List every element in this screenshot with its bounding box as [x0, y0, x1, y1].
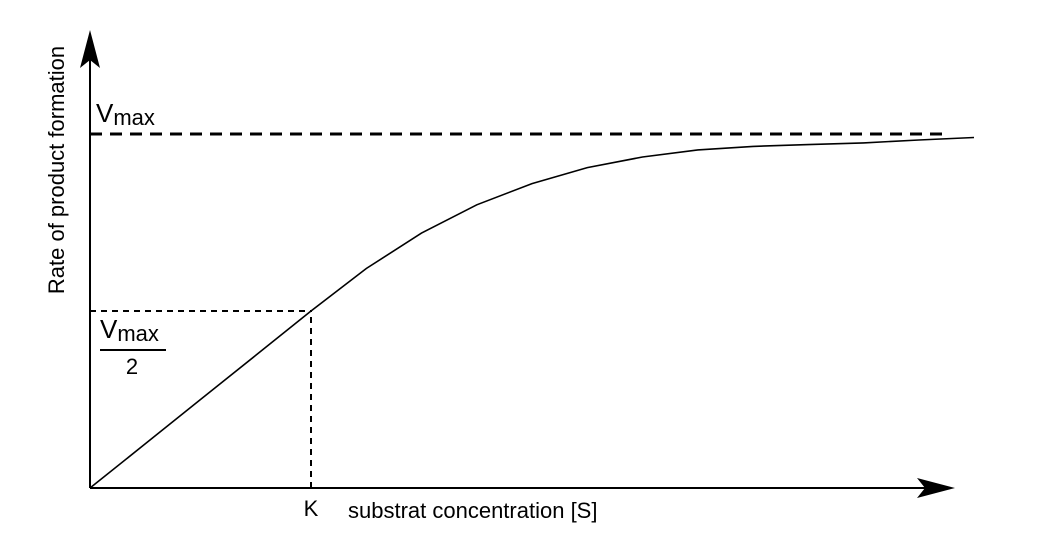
vmax-label: Vmax [96, 98, 155, 130]
y-axis-label: Rate of product formation [44, 46, 69, 294]
k-tick-label: K [304, 496, 319, 521]
half-vmax-denominator: 2 [126, 354, 138, 379]
rate-curve [90, 138, 974, 489]
x-axis-label: substrat concentration [S] [348, 498, 597, 523]
half-vmax-numerator: Vmax [100, 314, 159, 346]
